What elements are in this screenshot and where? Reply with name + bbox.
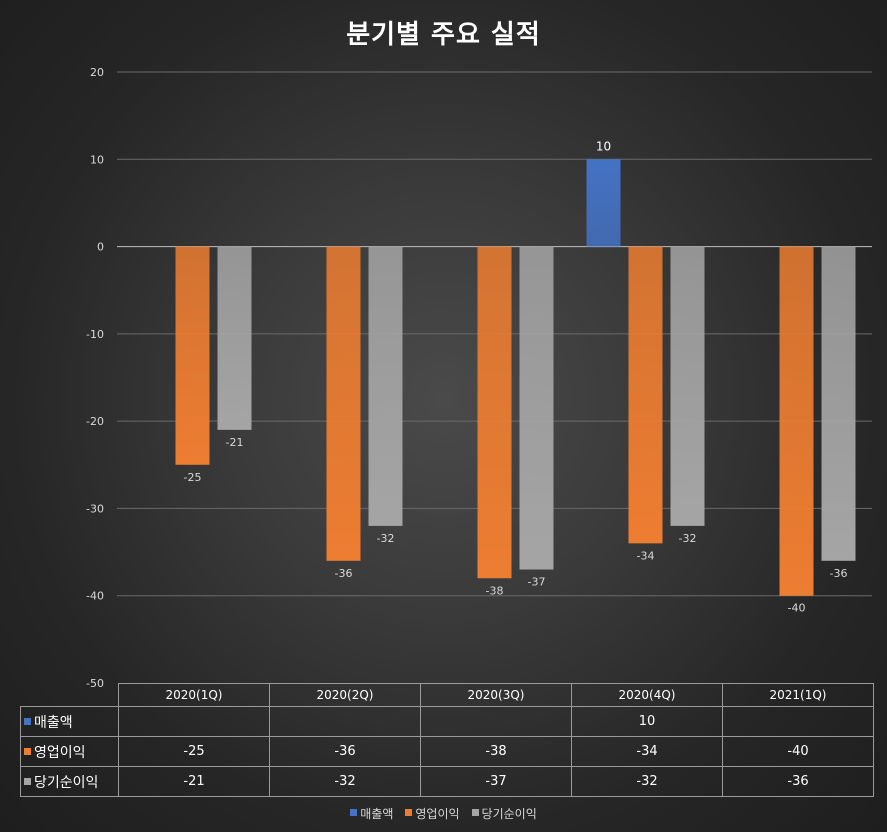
bar-net-income-3 (519, 246, 554, 570)
table-cell (269, 706, 421, 737)
legend-label: 영업이익 (415, 807, 460, 821)
bar-operating-profit-3 (477, 246, 512, 579)
table-cell: -21 (118, 766, 270, 797)
table-row: 매출액 10 (20, 706, 874, 737)
table-row-header: 매출액 (20, 706, 119, 737)
y-tick-label: 0 (97, 241, 104, 254)
table-header-row: 2020(1Q) 2020(2Q) 2020(3Q) 2020(4Q) 2021(1Q) (21, 683, 874, 707)
legend-swatch-icon (405, 809, 413, 816)
table-column-header: 2021(1Q) (722, 683, 874, 707)
y-tick-label: -50 (86, 677, 104, 690)
y-tick-label: -30 (86, 502, 104, 515)
bars (175, 159, 856, 596)
table-column-header: 2020(4Q) (571, 683, 723, 707)
legend-swatch-icon (471, 809, 479, 816)
data-label: -38 (486, 584, 504, 597)
table-row: 영업이익 -25 -36 -38 -34 -40 (20, 736, 874, 767)
legend: 매출액 영업이익 당기순이익 (0, 805, 887, 822)
table-cell: -38 (420, 736, 572, 767)
plot-area: 20 10 0 -10 -20 -30 -40 -50 10 -25 -36 -38 -34 -40 -2… (86, 66, 872, 690)
bar-net-income-4 (670, 246, 705, 526)
legend-swatch-icon (24, 747, 31, 755)
table-cell: -36 (269, 736, 421, 767)
data-label: -34 (637, 549, 655, 562)
bar-operating-profit-4 (628, 246, 663, 544)
table-cell (420, 706, 572, 737)
legend-swatch-icon (350, 809, 358, 816)
table-row-header: 영업이익 (20, 736, 119, 767)
bar-operating-profit-1 (175, 246, 210, 465)
y-axis: 20 10 0 -10 -20 -30 -40 -50 (86, 66, 104, 690)
table-cell: -40 (722, 736, 874, 767)
y-tick-label: -20 (86, 415, 104, 428)
data-label: -32 (377, 532, 395, 545)
legend-swatch-icon (24, 717, 31, 725)
data-label: -37 (528, 576, 546, 589)
data-label: -40 (788, 602, 806, 615)
table-cell: -25 (118, 736, 270, 767)
bar-revenue-4 (586, 159, 621, 247)
table-cell: -32 (571, 766, 723, 797)
legend-item: 영업이익 (405, 805, 460, 822)
table-cell: 10 (571, 706, 723, 737)
legend-swatch-icon (24, 777, 31, 785)
bar-net-income-1 (217, 246, 252, 430)
table-column-header: 2020(2Q) (269, 683, 421, 707)
data-label: -36 (830, 567, 848, 580)
table-cell: -37 (420, 766, 572, 797)
y-tick-label: 20 (90, 66, 104, 79)
bar-operating-profit-2 (326, 246, 361, 561)
data-label: -21 (226, 436, 244, 449)
legend-item: 당기순이익 (471, 805, 537, 822)
y-tick-label: -40 (86, 590, 104, 603)
table-cell: -34 (571, 736, 723, 767)
bar-operating-profit-5 (779, 246, 814, 596)
legend-item: 매출액 (350, 805, 393, 822)
data-label: -32 (679, 532, 697, 545)
table-cell (118, 706, 270, 737)
data-table: 2020(1Q) 2020(2Q) 2020(3Q) 2020(4Q) 2021(1Q)… (20, 683, 874, 797)
legend-label: 매출액 (360, 807, 394, 821)
table-row-header: 당기순이익 (20, 766, 119, 797)
table-cell: -36 (722, 766, 874, 797)
chart-title: 분기별 주요 실적 (346, 20, 541, 50)
table-column-header: 2020(3Q) (420, 683, 572, 707)
table-row: 당기순이익 -21 -32 -37 -32 -36 (20, 766, 874, 797)
bar-net-income-2 (368, 246, 403, 526)
data-label: -25 (184, 471, 202, 484)
y-tick-label: -10 (86, 328, 104, 341)
data-label: -36 (335, 567, 353, 580)
data-labels: 10 -25 -36 -38 -34 -40 -21 -32 -37 -32 -36 (184, 139, 848, 614)
table-cell: -32 (269, 766, 421, 797)
data-label: 10 (596, 139, 611, 153)
table-column-header: 2020(1Q) (118, 683, 270, 707)
y-tick-label: 10 (90, 153, 104, 166)
legend-label: 당기순이익 (481, 807, 537, 821)
table-cell (722, 706, 874, 737)
bar-net-income-5 (821, 246, 856, 561)
